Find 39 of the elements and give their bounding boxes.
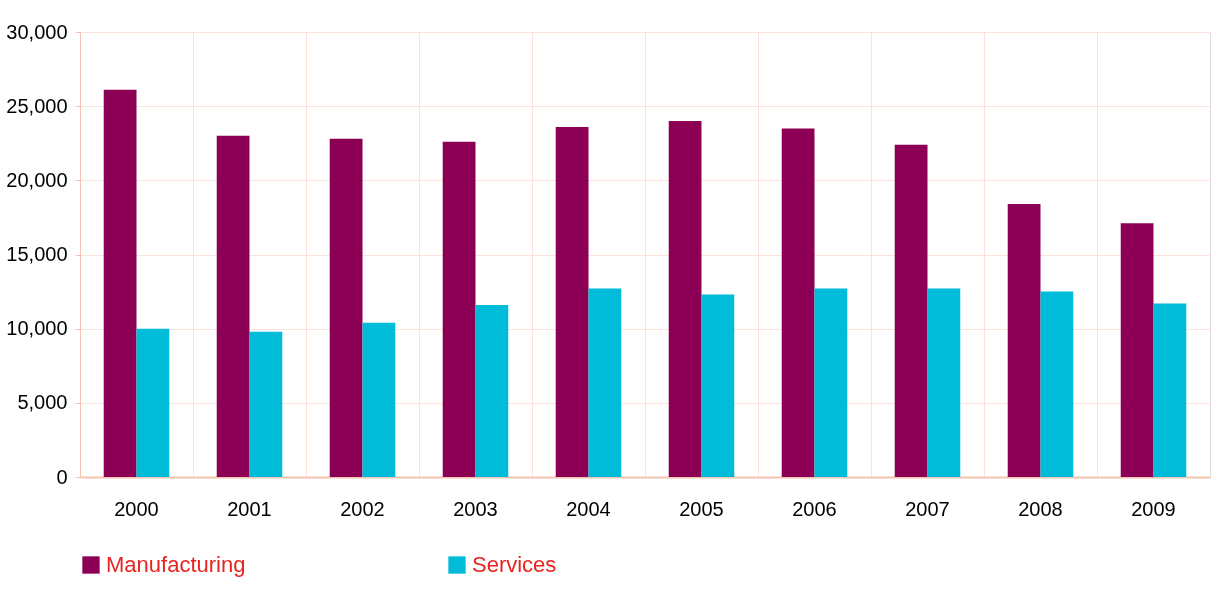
- y-tick-label: 0: [56, 465, 68, 488]
- bar: [216, 135, 250, 477]
- y-tick-label: 25,000: [6, 94, 68, 117]
- x-tick-label: 2003: [453, 497, 498, 520]
- legend-label: Services: [472, 552, 557, 577]
- x-tick-label: 2000: [114, 497, 159, 520]
- y-tick-label: 10,000: [6, 317, 68, 340]
- bar: [1040, 291, 1074, 477]
- x-tick-label: 2006: [792, 497, 837, 520]
- x-tick-label: 2007: [905, 497, 950, 520]
- x-tick-label: 2002: [340, 497, 385, 520]
- bar: [894, 144, 928, 477]
- y-tick-label: 30,000: [6, 20, 68, 43]
- x-tick-label: 2009: [1131, 497, 1176, 520]
- bar: [103, 89, 137, 477]
- bar: [136, 328, 170, 477]
- bar: [927, 288, 961, 477]
- bar: [329, 138, 363, 477]
- bar: [555, 126, 589, 477]
- bar: [1007, 204, 1041, 477]
- x-tick-label: 2008: [1018, 497, 1063, 520]
- y-tick-label: 20,000: [6, 168, 68, 191]
- y-tick-label: 5,000: [17, 391, 68, 414]
- bar: [781, 128, 815, 477]
- y-tick-label: 15,000: [6, 243, 68, 265]
- bar: [701, 294, 735, 477]
- bar: [588, 288, 622, 477]
- legend-label: Manufacturing: [106, 552, 246, 577]
- bar: [442, 141, 476, 477]
- bar: [668, 121, 702, 477]
- x-tick-label: 2004: [566, 497, 611, 520]
- bar: [1120, 223, 1154, 477]
- bar: [814, 288, 848, 477]
- bar: [249, 331, 283, 477]
- bar: [1153, 303, 1187, 477]
- x-tick-label: 2001: [227, 497, 272, 520]
- bar: [475, 304, 509, 477]
- x-tick-label: 2005: [679, 497, 724, 520]
- bar: [362, 322, 396, 477]
